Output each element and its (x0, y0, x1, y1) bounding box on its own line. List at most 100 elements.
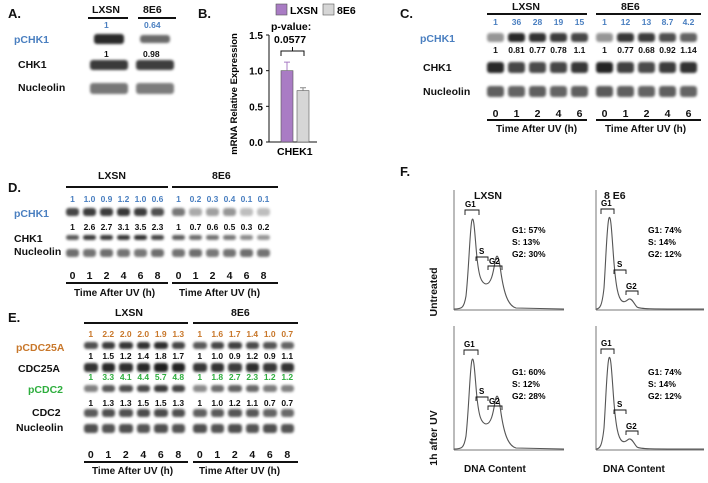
time-tick: 2 (122, 449, 129, 461)
panel-c-xlabel-2: Time After UV (h) (605, 124, 687, 135)
error-bar-8e6 (300, 87, 306, 91)
y-tick-label: 0.5 (249, 102, 263, 113)
lane-value: 1.7 (172, 351, 185, 361)
blot-band (119, 363, 133, 372)
panel-e-label-pcdc2: pCDC2 (28, 384, 64, 396)
panel-e-label-pcdc25a: pCDC25A (16, 342, 65, 354)
blot-band (101, 424, 115, 433)
error-bar-lxsn (284, 61, 290, 71)
lane-value: 1.4 (137, 351, 150, 361)
lane-value: 0.5 (223, 222, 236, 232)
blot-band (487, 86, 504, 97)
blot-band (119, 342, 133, 349)
blot-band (119, 409, 133, 417)
blot-band (596, 33, 613, 42)
panel-e-xlabel-1: Time After UV (h) (92, 466, 174, 477)
lane-value: 19 (553, 17, 564, 27)
blot-band (263, 424, 277, 433)
lane-value: 0.6 (206, 222, 219, 232)
lane-value: 1.0 (83, 194, 96, 204)
blot-band (245, 342, 259, 349)
lane-value: 1.7 (228, 329, 241, 339)
blot-band (529, 33, 546, 42)
blot-band (263, 409, 277, 417)
blot-band (151, 249, 164, 257)
time-tick: 0 (69, 270, 76, 282)
blot-band (66, 249, 79, 257)
panel-e-group-8e6: 8E6 (231, 307, 250, 319)
panel-a-pchk1-val-2: 0.64 (144, 20, 161, 30)
lane-value: 1.2 (117, 194, 130, 204)
lane-value: 1 (493, 17, 498, 27)
lane-value: 0.1 (240, 194, 253, 204)
blot-band (189, 235, 202, 240)
panel-d-label-chk1: CHK1 (14, 233, 43, 245)
blot-band (508, 62, 525, 73)
blot-band (171, 424, 185, 433)
time-tick: 2 (209, 270, 216, 282)
histogram-8e6-untreated: G1 S G2 G1: 74% S: 14% G2: 12% (595, 190, 705, 311)
panel-f-row-uv: 1h after UV (428, 410, 440, 466)
lane-value: 1.0 (134, 194, 147, 204)
lane-value: 3.3 (102, 372, 115, 382)
lane-value: 0.81 (508, 45, 525, 55)
panel-f-histograms: G1 S G2 G1: 57% S: 13% G2: 30% G1 S G2 G… (453, 190, 705, 451)
blot-band (100, 208, 113, 216)
lane-value: 0.9 (100, 194, 113, 204)
lane-value: 1.3 (172, 329, 185, 339)
peak-label-g1: G1 (465, 200, 476, 209)
stat-g2: G2: 12% (648, 391, 682, 401)
lane-value: 0.7 (263, 398, 276, 408)
blot-band (550, 33, 567, 42)
blot-band (617, 62, 634, 73)
peak-label-g1: G1 (601, 339, 612, 348)
panel-c-label-nucleolin: Nucleolin (423, 86, 471, 98)
blot-band (189, 208, 202, 216)
time-tick: 6 (157, 449, 164, 461)
blot-band (571, 62, 588, 73)
panel-e-group-lxsn: LXSN (115, 307, 144, 319)
time-tick: 0 (196, 449, 203, 461)
blot-band (136, 424, 150, 433)
panel-a-group-8e6: 8E6 (143, 4, 162, 16)
panel-a-chk1-val-1: 1 (104, 49, 109, 59)
blot-band (240, 208, 253, 216)
lane-value: 1.2 (281, 372, 294, 382)
lane-value: 0.9 (263, 351, 276, 361)
blot-band (280, 424, 294, 433)
blot-band (83, 249, 96, 257)
panel-c-group-8e6: 8E6 (621, 1, 640, 13)
panel-f-xlabel-1: DNA Content (464, 464, 526, 475)
panel-b-chart: LXSN 8E6 p-value: 0.0577 mRNA Relative E… (229, 3, 356, 158)
blot-band (193, 342, 207, 349)
lane-value: 1 (88, 351, 94, 361)
lane-value: 3.1 (117, 222, 130, 232)
blot-band (228, 424, 242, 433)
peak-label-s: S (479, 387, 485, 396)
blot-band (151, 235, 164, 240)
panel-f-col-8e6: 8 E6 (604, 190, 626, 202)
blot-band (508, 86, 525, 97)
panel-e-label-cdc25a: CDC25A (18, 363, 61, 375)
blot-band (171, 409, 185, 417)
lane-value: 1 (197, 351, 203, 361)
lane-value: 0.7 (189, 222, 202, 232)
lane-value: 1 (88, 372, 94, 382)
time-tick: 4 (120, 270, 127, 282)
pvalue-value: 0.0577 (274, 34, 306, 46)
lane-value: 1.2 (228, 398, 241, 408)
panel-e-pcdc25a-values: 1 2.2 2.0 2.0 1.9 1.3 1 1.6 1.7 1.4 1.0 0.7 (82, 329, 296, 339)
lane-value: 1 (197, 372, 203, 382)
blot-band (210, 363, 224, 372)
lane-value: 1.5 (102, 351, 115, 361)
blot-band (680, 33, 697, 42)
lane-value: 2.3 (246, 372, 259, 382)
blot-band (117, 249, 130, 257)
blot-band (134, 249, 147, 257)
bar-8e6 (296, 90, 310, 143)
blot-band (280, 363, 294, 372)
lane-value: 1 (602, 17, 607, 27)
blot-band (571, 86, 588, 97)
lane-value: 0.7 (281, 329, 294, 339)
blot-band (680, 86, 697, 97)
